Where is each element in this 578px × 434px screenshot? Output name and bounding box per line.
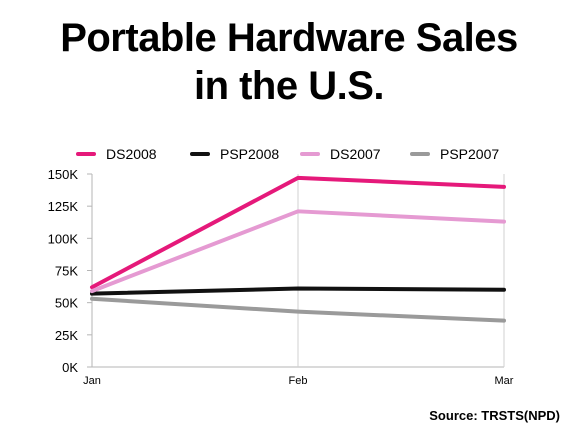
x-tick-label: Jan: [83, 375, 101, 387]
y-tick-label: 50K: [55, 296, 78, 311]
chart-series: [90, 175, 506, 323]
y-tick-label: 125K: [48, 199, 79, 214]
x-tick-label: Feb: [289, 375, 308, 387]
y-tick-label: 150K: [48, 167, 79, 182]
source-note: Source: TRSTS(NPD): [429, 408, 560, 423]
series-line-ds2007: [90, 209, 506, 294]
series-line-psp2007: [90, 296, 506, 323]
legend-label: DS2007: [330, 146, 381, 162]
legend-label: DS2008: [106, 146, 157, 162]
chart-title-line-2: in the U.S.: [193, 64, 385, 108]
chart-axes: 0K 25K 50K 75K 100K 125K 150K Jan Feb Mar: [48, 167, 514, 387]
series-line-ds2008: [90, 175, 506, 290]
chart-title: Portable Hardware Sales in the U.S.: [0, 14, 578, 110]
y-tick-label: 100K: [48, 231, 79, 246]
legend-label: PSP2007: [440, 146, 499, 162]
y-tick-label: 25K: [55, 328, 78, 343]
chart-legend: DS2008 PSP2008 DS2007 PSP2007: [76, 146, 499, 162]
y-tick-label: 0K: [62, 360, 78, 375]
series-line-psp2008: [90, 286, 506, 296]
y-tick-label: 75K: [55, 264, 78, 279]
legend-label: PSP2008: [220, 146, 279, 162]
chart-title-line-1: Portable Hardware Sales: [60, 16, 518, 60]
x-tick-label: Mar: [495, 375, 514, 387]
